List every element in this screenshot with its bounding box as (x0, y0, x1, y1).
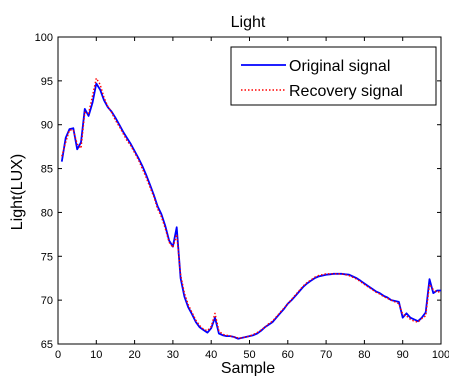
chart-title: Light (231, 14, 266, 31)
y-tick-label: 90 (41, 120, 53, 132)
x-tick-label: 70 (320, 349, 332, 361)
legend: Original signal Recovery signal (230, 46, 437, 106)
x-tick-label: 10 (90, 349, 102, 361)
x-tick-label: 0 (55, 349, 61, 361)
y-tick-label: 70 (41, 295, 53, 307)
x-axis-label: Sample (221, 360, 275, 376)
x-tick-label: 60 (282, 349, 294, 361)
y-tick-label: 95 (41, 76, 53, 88)
y-tick-label: 80 (41, 207, 53, 219)
y-tick-label: 100 (35, 32, 53, 44)
x-tick-label: 90 (397, 349, 409, 361)
y-tick-label: 75 (41, 251, 53, 263)
legend-label-2: Recovery signal (289, 83, 403, 100)
legend-box (230, 46, 437, 106)
x-tick-label: 20 (128, 349, 140, 361)
x-tick-label: 80 (358, 349, 370, 361)
x-tick-label: 100 (432, 349, 449, 361)
x-tick-label: 40 (205, 349, 217, 361)
x-tick-label: 30 (167, 349, 179, 361)
legend-label-1: Original signal (289, 58, 390, 75)
y-axis-label: Light(LUX) (9, 154, 26, 230)
x-tick-label: 50 (243, 349, 255, 361)
y-tick-label: 65 (41, 339, 53, 351)
series-line-2 (61, 77, 442, 339)
y-tick-label: 85 (41, 164, 53, 176)
